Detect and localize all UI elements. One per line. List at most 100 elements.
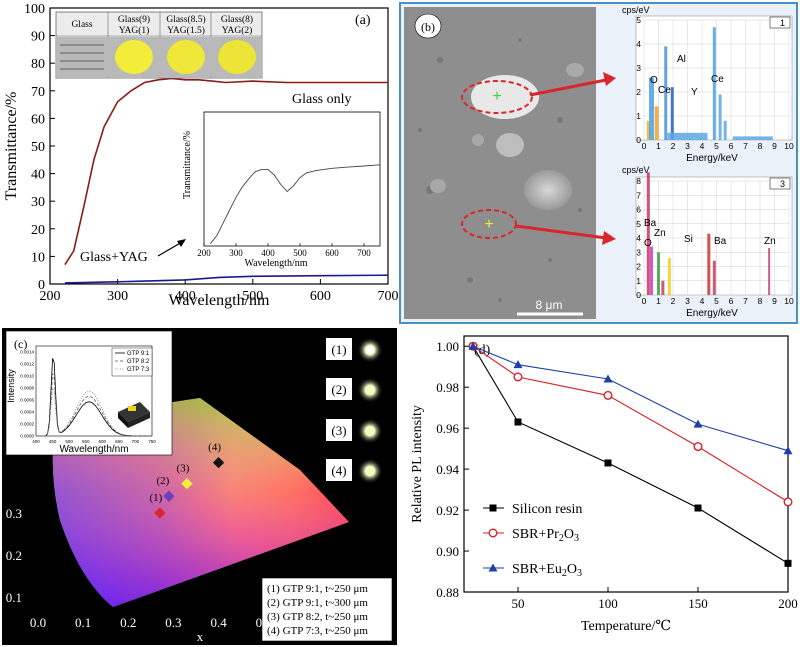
b-spec-element-label: Si: [684, 234, 693, 245]
b-arrow-1: [529, 72, 616, 97]
d-legend: Silicon resin SBR+Pr2O3 SBR+Eu2O3: [483, 502, 582, 579]
b-spec-x-tick-label: 5: [714, 296, 719, 306]
panel-c: 0.00.10.20.30.40.50.60.70.10.20.3 x (1)(…: [2, 328, 397, 645]
a-table-header: Glass(8.5): [166, 14, 205, 25]
b-spec-element-label: Ba: [714, 236, 727, 247]
c-inset-x-tick-label: 650: [115, 439, 123, 444]
c-inset-y-tick-label: 0.0008: [20, 386, 34, 391]
c-inset-legend-item: GTP 9:1: [127, 351, 150, 357]
b-spec-element-label: O: [650, 75, 658, 86]
a-x-tick-label: 600: [310, 289, 331, 304]
c-inset-y-tick-label: 0.0010: [20, 374, 34, 379]
c-point-3: [181, 477, 193, 490]
a-label-glass-yag: Glass+YAG: [80, 250, 148, 265]
c-x-tick-label: 0.0: [30, 615, 46, 630]
b-spec-peak: [654, 106, 659, 140]
b-spec-x-tick-label: 5: [714, 141, 719, 151]
a-inset-x-tick-label: 600: [325, 248, 339, 258]
a-x-axis-label: Wavelength/nm: [169, 292, 270, 309]
d-y-tick-label: 0.94: [436, 462, 459, 477]
a-y-tick-label: 30: [31, 195, 45, 210]
b-spec-peak: [646, 120, 650, 140]
d-legend-marker: [488, 563, 498, 572]
panel-c-label: (c): [14, 337, 27, 351]
a-inset-x-tick-label: 400: [261, 248, 275, 258]
b-spec-x-tick-label: 2: [671, 296, 676, 306]
c-x-tick-label: 0.3: [165, 615, 181, 630]
a-table-header: YAG(2): [222, 25, 253, 36]
c-inset-y-tick-label: 0.0014: [20, 350, 34, 355]
b-spec-x-tick-label: 3: [685, 141, 690, 151]
b-spec-x-tick-label: 0: [642, 296, 647, 306]
b-spec-x-tick-label: 4: [700, 296, 705, 306]
b-spec-x-tick-label: 9: [772, 296, 777, 306]
b-spectrum-1-x-label: Energy/keV: [686, 153, 738, 164]
d-point: [783, 497, 793, 507]
b-spec-y-tick-label: 1: [636, 111, 641, 121]
b-spec-element-label: Y: [691, 87, 698, 98]
b-spec-y-tick-label: 5: [636, 219, 641, 229]
b-spec-element-label: Zn: [764, 236, 776, 247]
c-inset-x-tick-label: 450: [49, 439, 57, 444]
d-point: [783, 446, 793, 455]
b-spec-y-tick-label: 8: [636, 176, 641, 186]
d-y-ticks: 0.88 0.90 0.92 0.94 0.96 0.98 1.00: [436, 339, 469, 600]
a-inset-x-label: Wavelength/nm: [244, 258, 307, 269]
c-inset-y-tick-label: 0.0002: [20, 422, 34, 427]
b-spec-x-tick-label: 8: [758, 141, 763, 151]
c-inset-legend-item: GTP 7:3: [127, 367, 150, 373]
b-spec-element-label: Al: [677, 54, 686, 65]
d-point: [603, 390, 613, 400]
c-inset-x-tick-label: 750: [148, 439, 156, 444]
c-x-tick-label: 0.4: [210, 615, 227, 630]
c-led-chip-icon: [118, 402, 150, 428]
b-spec-x-tick-label: 7: [743, 296, 748, 306]
a-y-axis-label: Transmittance/%: [3, 92, 20, 201]
a-sample-table: Glass Glass(9)YAG(1) Glass(8.5)YAG(1.5) Gla…: [55, 11, 263, 79]
c-photo-label-bg: [326, 338, 352, 360]
b-spec-peak: [664, 46, 668, 140]
c-led-photos: (1) (2) (3) (4): [326, 337, 383, 484]
b-spec-x-tick-label: 1: [656, 141, 661, 151]
b-spec-peak: [646, 172, 650, 295]
a-table-header: Glass(8): [221, 14, 253, 25]
d-point: [603, 374, 613, 383]
c-inset-y-label: Intensity: [6, 369, 16, 403]
a-y-tick-label: 20: [31, 223, 45, 238]
c-inset-y-tick-label: 0.0006: [20, 398, 34, 403]
d-series: [468, 341, 793, 567]
a-y-tick-label: 0: [38, 278, 45, 293]
b-spec-y-tick-label: 3: [636, 247, 641, 257]
c-legend: (1) GTP 9:1, t~250 μm (2) GTP 9:1, t~300 …: [261, 577, 393, 642]
a-inset-x-tick-label: 500: [293, 248, 307, 258]
a-y-tick-label: 90: [31, 30, 45, 45]
c-photo-label-bg: [326, 419, 352, 441]
b-spec-x-tick-label: 6: [729, 296, 734, 306]
b-spec-element-label: Ce: [711, 74, 724, 85]
d-x-tick-label: 50: [512, 596, 525, 611]
b-spec-x-tick-label: 7: [743, 141, 748, 151]
b-spec-y-tick-label: 5: [636, 15, 641, 25]
b-spec-y-tick-label: 0: [636, 135, 641, 145]
c-point-label: (1): [149, 492, 162, 504]
b-spec-y-tick-label: 7: [636, 190, 641, 200]
c-photo-label: (1): [331, 342, 346, 357]
c-inset-y-tick-label: 0.0000: [20, 434, 34, 439]
b-scale-bar-label: 8 μm: [536, 298, 563, 312]
b-spectrum-1-y-label: cps/eV: [622, 5, 650, 15]
b-spec-peak: [718, 94, 722, 140]
a-y-tick-label: 70: [31, 85, 45, 100]
b-spec-y-tick-label: 4: [636, 39, 641, 49]
b-particle-bright: [471, 75, 539, 119]
b-spec-y-tick-label: 0: [636, 290, 641, 300]
a-x-tick-label: 700: [378, 289, 399, 304]
a-inset-x-tick-label: 300: [229, 248, 243, 258]
c-x-tick-label: 0.1: [75, 615, 91, 630]
b-spec-x-tick-label: 9: [772, 141, 777, 151]
a-y-tick-label: 100: [24, 2, 45, 17]
d-point: [604, 459, 612, 467]
a-x-tick-label: 300: [107, 289, 128, 304]
c-photo-label-bg: [326, 378, 352, 400]
